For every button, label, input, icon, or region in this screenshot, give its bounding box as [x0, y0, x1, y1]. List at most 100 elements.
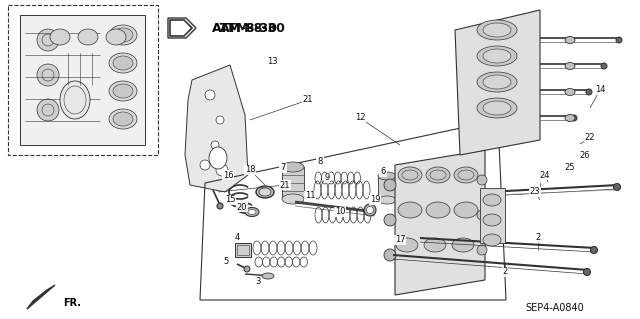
Text: 19: 19 [370, 196, 380, 204]
Text: FR.: FR. [63, 298, 81, 308]
Ellipse shape [282, 194, 304, 204]
Ellipse shape [367, 206, 374, 213]
Circle shape [477, 175, 487, 185]
Text: 1: 1 [538, 174, 543, 182]
Ellipse shape [248, 210, 256, 214]
Ellipse shape [426, 202, 450, 218]
Circle shape [616, 37, 622, 43]
Circle shape [571, 115, 577, 121]
Circle shape [614, 183, 621, 190]
Text: 23: 23 [530, 188, 540, 197]
Ellipse shape [109, 53, 137, 73]
Circle shape [244, 266, 250, 272]
Ellipse shape [109, 25, 137, 45]
Ellipse shape [378, 196, 396, 204]
Text: 17: 17 [395, 235, 405, 244]
Text: 24: 24 [540, 170, 550, 180]
Ellipse shape [78, 29, 98, 45]
Ellipse shape [106, 29, 126, 45]
Text: SEP4-A0840: SEP4-A0840 [525, 303, 584, 313]
Ellipse shape [565, 88, 575, 95]
Text: 26: 26 [580, 152, 590, 160]
Ellipse shape [398, 167, 422, 183]
Ellipse shape [477, 98, 517, 118]
Ellipse shape [259, 188, 271, 196]
Ellipse shape [113, 84, 133, 98]
Ellipse shape [565, 115, 575, 122]
Circle shape [477, 245, 487, 255]
Polygon shape [170, 20, 192, 36]
Bar [237, 245, 249, 255]
Ellipse shape [477, 46, 517, 66]
Text: 8: 8 [317, 158, 323, 167]
Polygon shape [27, 285, 55, 309]
Text: ATM-8-30: ATM-8-30 [212, 21, 278, 34]
Text: 4: 4 [234, 234, 239, 242]
Text: 16: 16 [223, 170, 234, 180]
Ellipse shape [565, 63, 575, 70]
Ellipse shape [426, 167, 450, 183]
Text: 15: 15 [225, 196, 236, 204]
Text: 10: 10 [335, 207, 345, 217]
Circle shape [384, 214, 396, 226]
Text: 25: 25 [564, 162, 575, 172]
Circle shape [37, 64, 59, 86]
Circle shape [584, 269, 591, 276]
Text: 12: 12 [355, 114, 365, 122]
Ellipse shape [282, 162, 304, 172]
Ellipse shape [396, 238, 418, 252]
Ellipse shape [565, 36, 575, 43]
Text: 20: 20 [237, 203, 247, 211]
Ellipse shape [483, 75, 511, 89]
Ellipse shape [483, 101, 511, 115]
Circle shape [217, 203, 223, 209]
Text: 14: 14 [595, 85, 605, 94]
Text: 3: 3 [255, 278, 260, 286]
Ellipse shape [483, 234, 501, 246]
Ellipse shape [262, 273, 274, 279]
Ellipse shape [483, 23, 511, 37]
Bar [20, 15, 145, 145]
Polygon shape [395, 150, 485, 295]
Ellipse shape [113, 28, 133, 42]
Text: 2: 2 [502, 268, 508, 277]
Circle shape [205, 90, 215, 100]
Polygon shape [185, 65, 248, 192]
Ellipse shape [477, 72, 517, 92]
Circle shape [591, 247, 598, 254]
Bar [480, 188, 505, 243]
Ellipse shape [424, 238, 446, 252]
Polygon shape [455, 10, 540, 155]
Circle shape [216, 164, 228, 176]
Ellipse shape [477, 20, 517, 40]
Ellipse shape [256, 186, 274, 198]
Text: 21: 21 [280, 181, 291, 189]
Polygon shape [168, 18, 196, 38]
Text: 21: 21 [303, 95, 313, 105]
Text: 7: 7 [280, 164, 285, 173]
Circle shape [37, 29, 59, 51]
Text: 2: 2 [536, 234, 541, 242]
Ellipse shape [452, 238, 474, 252]
Ellipse shape [364, 204, 376, 216]
Circle shape [200, 160, 210, 170]
Text: 22: 22 [585, 133, 595, 143]
Ellipse shape [245, 207, 259, 217]
Text: 18: 18 [244, 166, 255, 174]
Ellipse shape [109, 109, 137, 129]
Ellipse shape [50, 29, 70, 45]
Circle shape [384, 249, 396, 261]
Text: 11: 11 [305, 191, 316, 201]
Ellipse shape [60, 81, 90, 119]
Circle shape [211, 141, 219, 149]
Circle shape [601, 63, 607, 69]
Ellipse shape [454, 167, 478, 183]
Circle shape [384, 179, 396, 191]
Ellipse shape [398, 202, 422, 218]
Ellipse shape [113, 56, 133, 70]
Circle shape [37, 99, 59, 121]
Circle shape [216, 116, 224, 124]
Ellipse shape [483, 194, 501, 206]
Ellipse shape [483, 49, 511, 63]
Ellipse shape [378, 172, 396, 180]
